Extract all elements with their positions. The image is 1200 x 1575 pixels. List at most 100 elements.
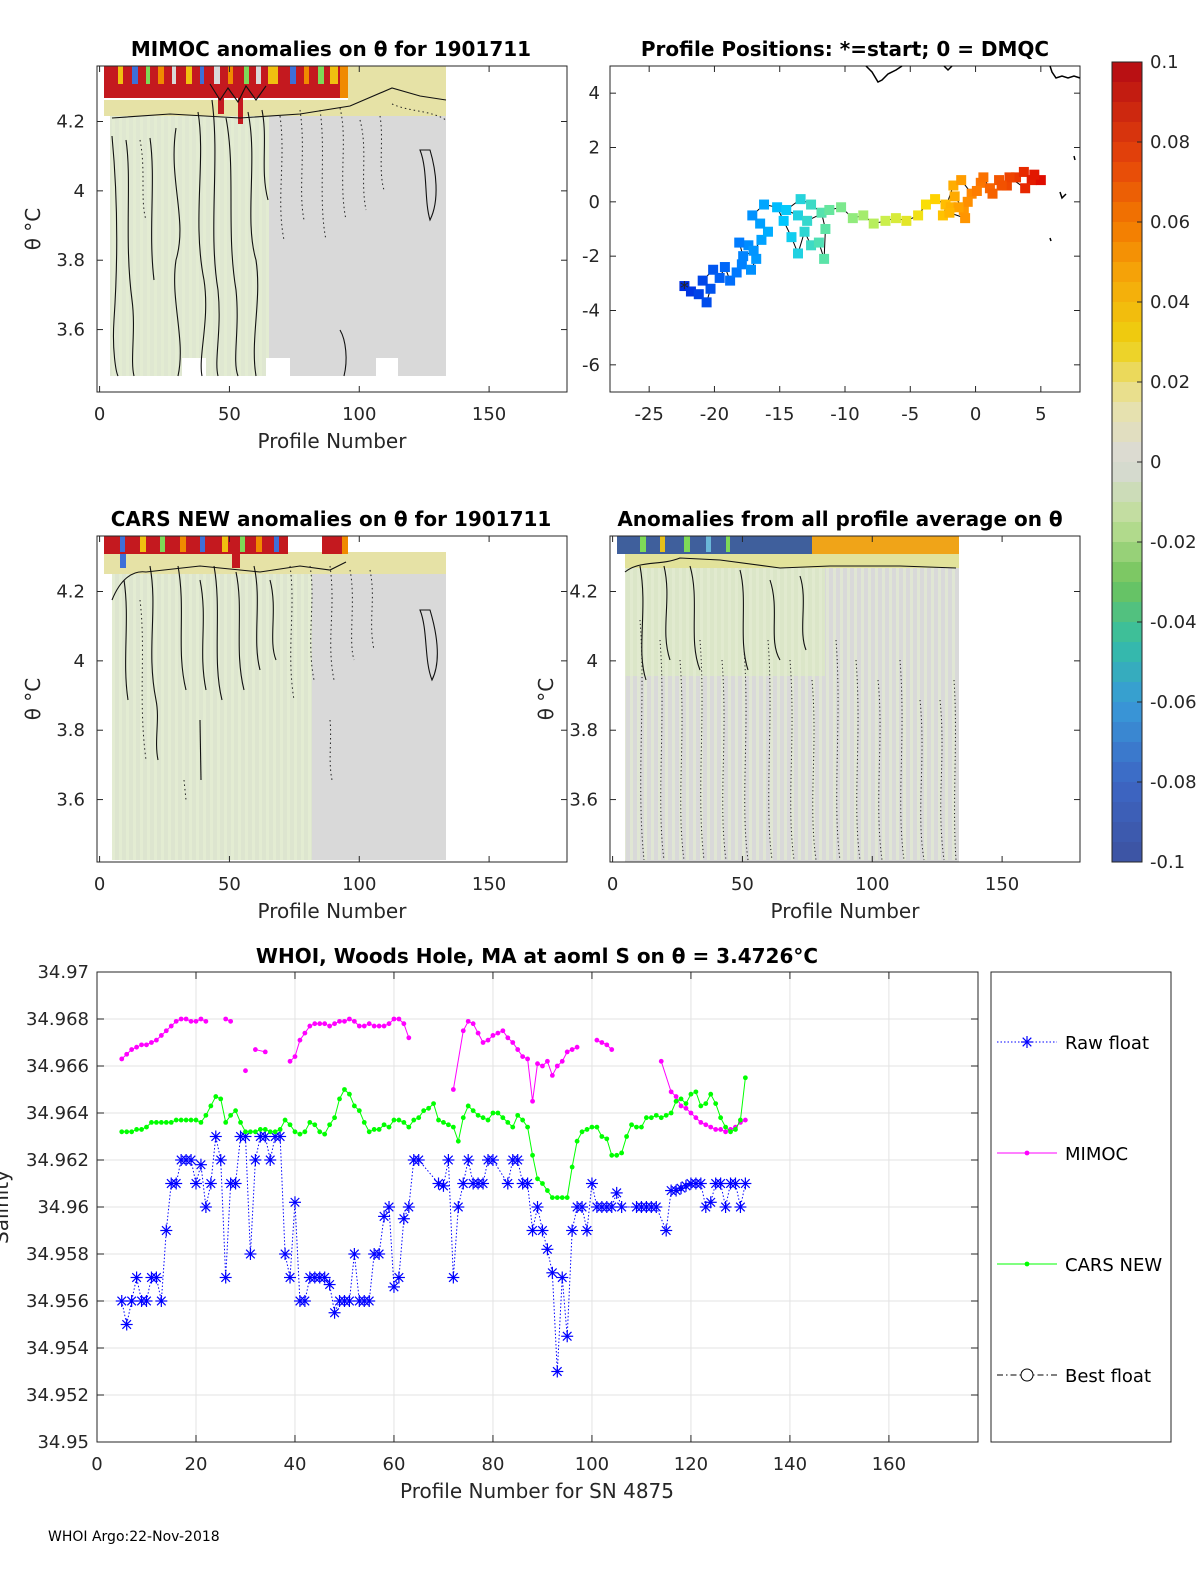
colorbar-band — [1112, 162, 1142, 183]
cars-new-point — [198, 1120, 204, 1125]
cars-new-point — [337, 1096, 342, 1102]
colorbar-tick-label: 0.02 — [1150, 372, 1190, 393]
profile-position-marker — [746, 264, 756, 275]
salinity-yticks: 34.95 34.952 34.954 34.956 34.958 34.96 34.962… — [26, 962, 978, 1453]
mimoc-field-streaks — [110, 110, 270, 376]
cars-stripe — [180, 536, 186, 552]
cars-xtick-label: 150 — [472, 874, 506, 895]
cars-new-point — [193, 1117, 199, 1123]
mimoc-stripe — [132, 66, 138, 84]
cars-new-point — [119, 1129, 125, 1135]
colorbar-tick-label: -0.04 — [1150, 612, 1197, 633]
mimoc-point — [544, 1058, 550, 1064]
mimoc-point — [530, 1098, 535, 1104]
mimoc-point — [322, 1021, 328, 1027]
raw-float-point — [373, 1248, 386, 1260]
mimoc-point — [292, 1054, 298, 1059]
raw-float-point — [140, 1295, 153, 1307]
cars-new-point — [307, 1120, 313, 1125]
cars-new-point — [564, 1195, 570, 1200]
cars-xtick-label: 0 — [94, 874, 105, 895]
cars-new-point — [728, 1129, 733, 1135]
colorbar-band — [1112, 482, 1142, 503]
cars-new-point — [178, 1117, 184, 1123]
mimoc-xtick-label: 100 — [342, 404, 376, 425]
cars-xtick-label: 50 — [218, 874, 241, 895]
positions-title: Profile Positions: *=start; 0 = DMQC — [641, 37, 1049, 61]
mimoc-point — [396, 1016, 402, 1022]
cars-new-point — [446, 1122, 451, 1128]
raw-float-point — [526, 1224, 539, 1237]
mimoc-point — [342, 1018, 347, 1024]
profile-position-marker — [1011, 172, 1022, 183]
allavg-xtick-label: 50 — [731, 874, 754, 895]
profile-position-marker — [806, 240, 817, 251]
raw-float-point — [274, 1130, 287, 1143]
mimoc-point — [371, 1023, 377, 1029]
raw-float-point — [546, 1266, 559, 1279]
profile-position-marker — [996, 180, 1007, 191]
mimoc-point — [332, 1021, 337, 1027]
raw-float-point — [209, 1130, 222, 1143]
cars-new-point — [450, 1124, 456, 1130]
allavg-stripe — [706, 536, 711, 552]
profile-position-marker — [824, 204, 835, 215]
allavg-ylabel: θ °C — [534, 678, 558, 721]
legend-best-float-marker — [1020, 1368, 1034, 1382]
cars-new-point — [653, 1112, 659, 1118]
mimoc-stripe — [214, 66, 220, 84]
cars-new-point — [708, 1091, 714, 1097]
mimoc-point — [287, 1058, 293, 1064]
cars-new-point — [634, 1124, 639, 1130]
mimoc-point — [742, 1117, 748, 1123]
mimoc-stripe — [228, 66, 233, 84]
allavg-yticks: 3.6 3.8 4 4.2 — [569, 581, 1080, 811]
cars-new-point — [386, 1124, 392, 1130]
cars-new-point — [406, 1124, 412, 1130]
profile-position-marker — [819, 253, 830, 264]
profile-position-marker — [736, 259, 747, 270]
profile-position-marker — [799, 226, 810, 237]
mimoc-point — [406, 1035, 412, 1041]
mimoc-point — [609, 1047, 615, 1052]
profile-position-marker — [1029, 169, 1040, 180]
raw-float-point — [199, 1201, 212, 1213]
raw-float-point — [521, 1177, 534, 1190]
cars-new-point — [371, 1127, 377, 1132]
allavg-field-yellow — [625, 554, 959, 568]
cars-stripe — [120, 536, 125, 552]
mimoc-point — [713, 1127, 719, 1132]
mimoc-point — [188, 1018, 194, 1024]
salinity-ytick-label: 34.97 — [37, 962, 89, 983]
mimoc-gap — [266, 358, 290, 376]
cars-new-point — [688, 1091, 694, 1097]
cars-stripe — [140, 536, 146, 552]
raw-float-point — [264, 1154, 277, 1166]
profile-position-marker — [858, 210, 869, 221]
mimoc-point — [535, 1061, 540, 1067]
profile-position-marker — [793, 210, 803, 221]
cars-contours — [111, 561, 438, 781]
colorbar-tick-label: 0.06 — [1150, 212, 1190, 233]
cars-title: CARS NEW anomalies on θ for 1901711 — [111, 507, 552, 531]
profile-position-marker — [944, 207, 955, 218]
mimoc-stripe — [330, 66, 338, 84]
positions-ytick-label: -6 — [582, 355, 600, 376]
cars-new-point — [643, 1115, 649, 1121]
cars-new-point — [396, 1117, 402, 1123]
mimoc-point — [658, 1058, 664, 1064]
profile-position-marker — [697, 275, 708, 286]
cars-new-point — [134, 1127, 139, 1132]
salinity-ytick-label: 34.962 — [26, 1150, 89, 1171]
colorbar-tick-label: 0 — [1150, 452, 1161, 473]
allavg-stripe — [640, 536, 646, 552]
cars-new-point — [302, 1129, 308, 1135]
allavg-field — [617, 536, 959, 862]
allavg-panel: Anomalies from all profile average on θ — [534, 507, 1081, 923]
mimoc-point — [683, 1105, 689, 1111]
mimoc-point — [470, 1021, 476, 1027]
cars-new-point — [158, 1120, 164, 1125]
raw-float-point — [219, 1271, 232, 1284]
mimoc-point — [193, 1018, 199, 1024]
positions-ytick-label: 2 — [589, 138, 600, 159]
